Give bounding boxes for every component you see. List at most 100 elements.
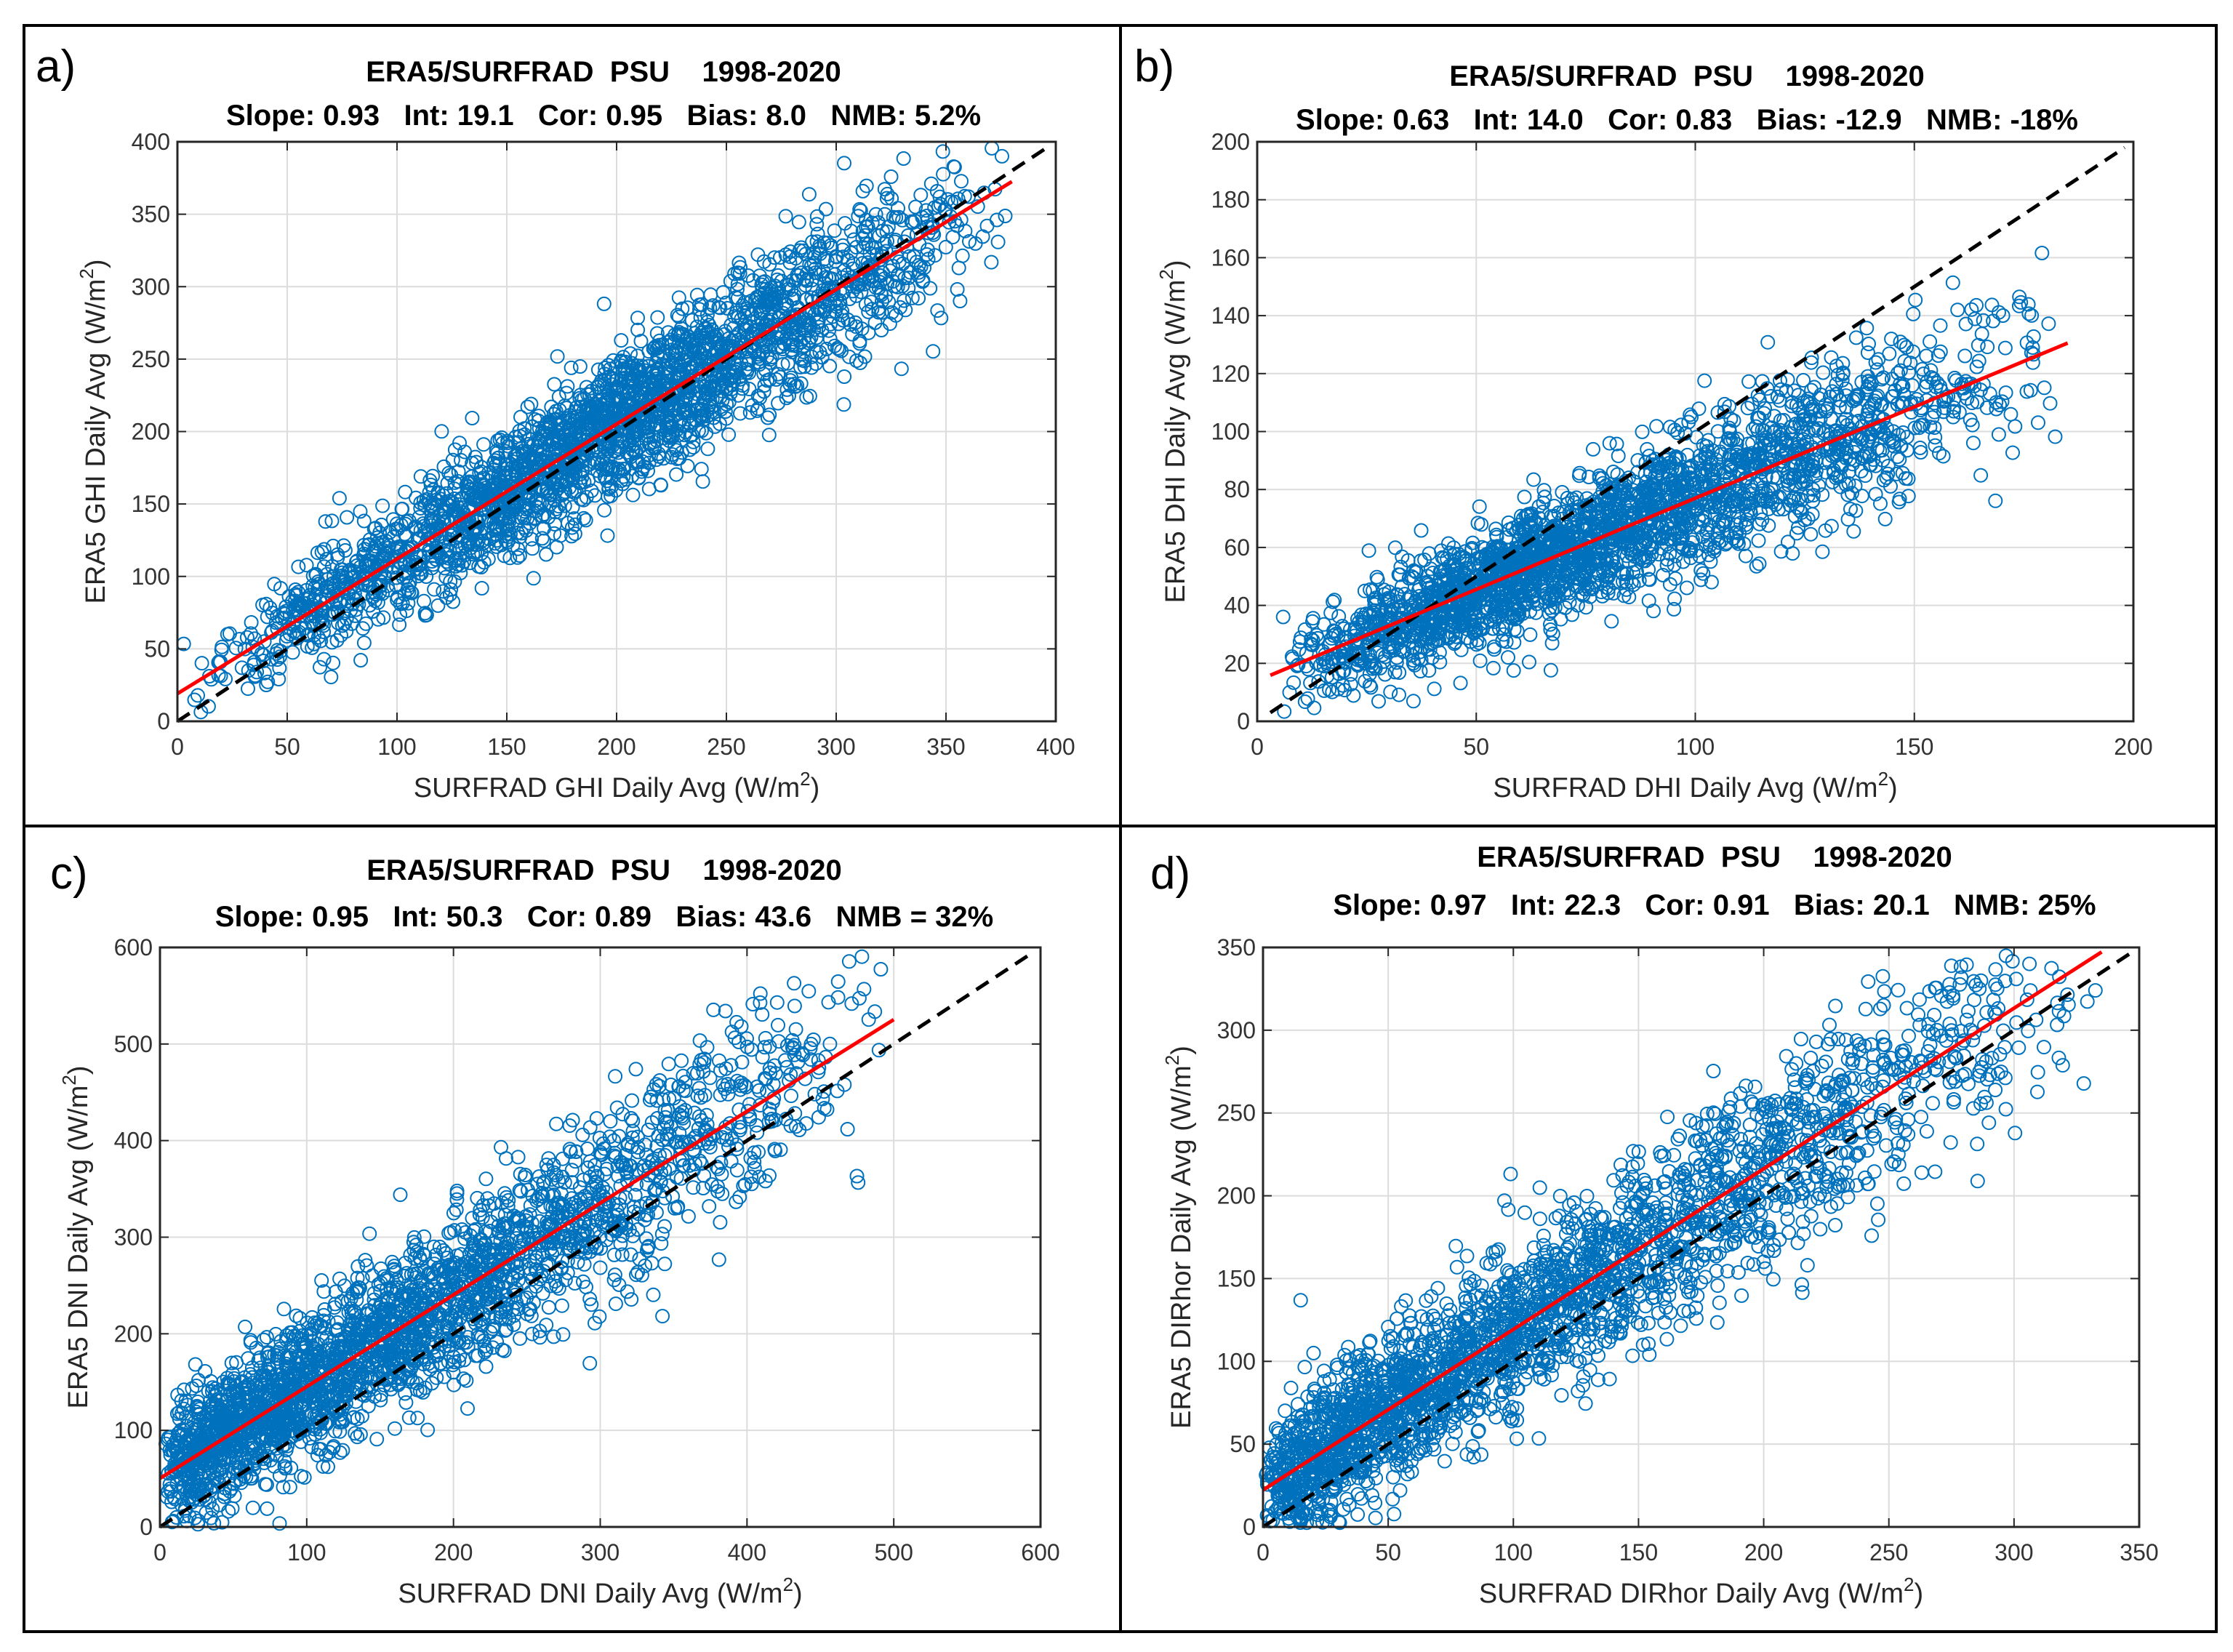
data-point bbox=[791, 214, 806, 230]
data-point bbox=[921, 225, 936, 241]
data-point bbox=[494, 537, 509, 553]
data-point bbox=[439, 486, 454, 501]
data-point bbox=[905, 215, 921, 230]
data-point bbox=[784, 342, 799, 357]
data-point bbox=[425, 501, 441, 516]
data-point bbox=[462, 481, 478, 497]
data-point bbox=[913, 260, 929, 275]
stats-annotation: Slope: 0.63 Int: 14.0 Cor: 0.83 Bias: -1… bbox=[1296, 104, 2078, 136]
data-point bbox=[598, 361, 613, 375]
data-point bbox=[855, 231, 870, 246]
x-tick-label: 100 bbox=[377, 734, 416, 760]
data-point bbox=[854, 284, 869, 300]
data-point bbox=[697, 350, 713, 366]
data-point bbox=[572, 359, 588, 374]
data-point bbox=[572, 476, 587, 491]
data-point bbox=[356, 513, 372, 529]
data-point bbox=[761, 428, 777, 443]
data-point bbox=[759, 339, 774, 354]
data-point bbox=[757, 378, 772, 393]
data-point bbox=[703, 287, 718, 302]
data-point bbox=[740, 303, 755, 318]
data-point bbox=[611, 393, 626, 407]
data-point bbox=[812, 345, 827, 360]
data-point bbox=[550, 472, 565, 487]
data-point bbox=[553, 417, 568, 433]
data-point bbox=[427, 582, 442, 597]
data-point bbox=[940, 192, 955, 207]
data-point bbox=[809, 330, 824, 345]
data-point bbox=[1848, 330, 1864, 345]
x-tick-label: 100 bbox=[1676, 734, 1715, 760]
data-point bbox=[573, 388, 588, 403]
data-point bbox=[590, 455, 605, 470]
y-tick-label: 20 bbox=[1224, 650, 1250, 676]
data-point bbox=[902, 249, 917, 264]
data-point bbox=[405, 540, 420, 555]
data-point bbox=[804, 360, 819, 375]
data-point bbox=[650, 310, 665, 325]
data-point bbox=[633, 364, 648, 378]
data-point bbox=[417, 593, 431, 609]
data-point bbox=[218, 671, 233, 686]
y-tick-label: 200 bbox=[1211, 129, 1250, 155]
data-point bbox=[938, 239, 953, 254]
data-point bbox=[292, 597, 308, 612]
data-point bbox=[543, 417, 558, 432]
data-point bbox=[606, 353, 621, 368]
data-point bbox=[865, 302, 880, 317]
data-point bbox=[377, 569, 393, 585]
data-point bbox=[798, 278, 813, 293]
data-point bbox=[447, 442, 462, 457]
data-point bbox=[1903, 356, 1918, 371]
x-tick-label: 0 bbox=[171, 734, 184, 760]
data-point bbox=[635, 454, 650, 469]
data-point bbox=[697, 321, 713, 337]
data-point bbox=[239, 630, 254, 645]
x-tick-label: 150 bbox=[1895, 734, 1933, 760]
x-axis-label-suffix: ) bbox=[811, 773, 820, 803]
data-point bbox=[273, 581, 288, 596]
data-point bbox=[694, 399, 710, 414]
data-point bbox=[715, 383, 730, 398]
data-point bbox=[465, 411, 480, 425]
data-point bbox=[875, 294, 889, 309]
data-point bbox=[244, 615, 259, 630]
data-point bbox=[590, 463, 605, 478]
data-point bbox=[786, 318, 801, 333]
data-point bbox=[310, 545, 325, 561]
data-point bbox=[713, 300, 728, 316]
data-point bbox=[852, 201, 867, 217]
x-tick-label: 200 bbox=[597, 734, 636, 760]
y-tick-label: 150 bbox=[132, 491, 170, 517]
data-point bbox=[1432, 654, 1448, 670]
data-point bbox=[1789, 526, 1804, 541]
data-point bbox=[1752, 556, 1767, 572]
data-point bbox=[809, 209, 825, 224]
data-point bbox=[951, 260, 966, 276]
data-point bbox=[191, 688, 205, 703]
data-point bbox=[330, 547, 345, 562]
data-point bbox=[2031, 415, 2045, 430]
data-point bbox=[722, 372, 737, 387]
data-point bbox=[463, 540, 478, 556]
y-tick-label: 180 bbox=[1211, 187, 1250, 213]
x-axis-label-superscript: 2 bbox=[800, 768, 810, 790]
data-point bbox=[633, 334, 649, 349]
data-point bbox=[953, 294, 968, 308]
data-point bbox=[508, 449, 524, 464]
data-point bbox=[616, 380, 631, 395]
data-point bbox=[893, 300, 907, 315]
data-point bbox=[683, 391, 698, 406]
data-point bbox=[588, 488, 603, 503]
data-point bbox=[867, 315, 883, 330]
data-point bbox=[935, 144, 950, 159]
data-point bbox=[548, 412, 563, 428]
data-point bbox=[425, 468, 441, 484]
x-tick-label: 350 bbox=[926, 734, 965, 760]
data-point bbox=[707, 419, 723, 434]
data-point bbox=[781, 281, 796, 297]
data-point bbox=[307, 627, 322, 643]
data-point bbox=[773, 369, 788, 385]
data-point bbox=[817, 276, 833, 291]
